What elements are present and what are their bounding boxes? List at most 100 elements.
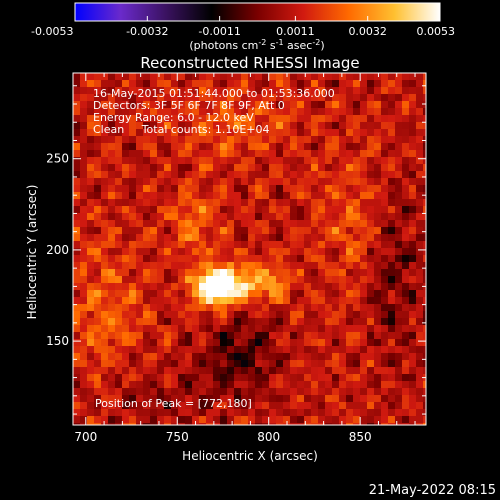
heatmap-cell: [409, 248, 416, 255]
heatmap-cell: [367, 367, 374, 374]
heatmap-cell: [255, 80, 262, 87]
heatmap-cell: [178, 227, 185, 234]
heatmap-cell: [346, 423, 353, 425]
heatmap-cell: [262, 136, 269, 143]
heatmap-cell: [227, 101, 234, 108]
heatmap-cell: [262, 178, 269, 185]
heatmap-cell: [185, 171, 192, 178]
heatmap-cell: [304, 150, 311, 157]
heatmap-cell: [381, 318, 388, 325]
heatmap-cell: [206, 346, 213, 353]
heatmap-cell: [395, 87, 402, 94]
heatmap-cell: [416, 346, 423, 353]
heatmap-cell: [234, 402, 241, 409]
heatmap-cell: [199, 332, 206, 339]
heatmap-cell: [157, 262, 164, 269]
heatmap-cell: [416, 199, 423, 206]
heatmap-cell: [157, 199, 164, 206]
heatmap-cell: [353, 115, 360, 122]
heatmap-cell: [402, 374, 409, 381]
heatmap-cell: [283, 395, 290, 402]
heatmap-cell: [178, 157, 185, 164]
heatmap-cell: [234, 129, 241, 136]
heatmap-cell: [227, 206, 234, 213]
heatmap-cell: [129, 80, 136, 87]
heatmap-cell: [220, 283, 227, 290]
heatmap-cell: [171, 269, 178, 276]
heatmap-cell: [171, 80, 178, 87]
heatmap-cell: [381, 73, 388, 80]
heatmap-cell: [220, 381, 227, 388]
heatmap-cell: [241, 248, 248, 255]
heatmap-cell: [395, 423, 402, 425]
heatmap-cell: [290, 115, 297, 122]
heatmap-cell: [213, 171, 220, 178]
heatmap-cell: [150, 234, 157, 241]
heatmap-cell: [416, 318, 423, 325]
heatmap-cell: [346, 241, 353, 248]
heatmap-cell: [101, 402, 108, 409]
heatmap-cell: [108, 234, 115, 241]
heatmap-cell: [101, 360, 108, 367]
heatmap-cell: [150, 283, 157, 290]
heatmap-cell: [360, 332, 367, 339]
heatmap-cell: [108, 283, 115, 290]
heatmap-cell: [164, 374, 171, 381]
heatmap-cell: [80, 157, 87, 164]
heatmap-cell: [164, 402, 171, 409]
heatmap-cell: [318, 318, 325, 325]
heatmap-cell: [185, 185, 192, 192]
heatmap-cell: [318, 304, 325, 311]
heatmap-cell: [402, 381, 409, 388]
heatmap-cell: [269, 318, 276, 325]
heatmap-cell: [136, 227, 143, 234]
heatmap-cell: [206, 255, 213, 262]
heatmap-cell: [276, 395, 283, 402]
heatmap-cell: [409, 346, 416, 353]
heatmap-cell: [73, 73, 80, 80]
heatmap-cell: [164, 122, 171, 129]
heatmap-cell: [108, 255, 115, 262]
heatmap-cell: [255, 171, 262, 178]
heatmap-cell: [255, 346, 262, 353]
heatmap-cell: [402, 122, 409, 129]
heatmap-cell: [374, 283, 381, 290]
heatmap-cell: [73, 318, 80, 325]
heatmap-cell: [332, 297, 339, 304]
heatmap-cell: [332, 220, 339, 227]
heatmap-cell: [353, 290, 360, 297]
heatmap-cell: [395, 171, 402, 178]
heatmap-cell: [115, 290, 122, 297]
heatmap-cell: [374, 178, 381, 185]
heatmap-cell: [73, 381, 80, 388]
heatmap-cell: [262, 185, 269, 192]
heatmap-cell: [94, 101, 101, 108]
heatmap-cell: [262, 248, 269, 255]
heatmap-cell: [248, 185, 255, 192]
heatmap-cell: [248, 248, 255, 255]
heatmap-cell: [423, 353, 426, 360]
heatmap-cell: [171, 276, 178, 283]
heatmap-cell: [332, 255, 339, 262]
heatmap-cell: [290, 304, 297, 311]
heatmap-cell: [388, 248, 395, 255]
heatmap-cell: [339, 220, 346, 227]
heatmap-cell: [395, 234, 402, 241]
heatmap-cell: [94, 87, 101, 94]
heatmap-cell: [178, 178, 185, 185]
heatmap-cell: [346, 381, 353, 388]
heatmap-cell: [80, 318, 87, 325]
heatmap-cell: [199, 283, 206, 290]
heatmap-cell: [297, 129, 304, 136]
heatmap-cell: [283, 381, 290, 388]
heatmap-cell: [325, 143, 332, 150]
heatmap-cell: [388, 311, 395, 318]
heatmap-cell: [346, 346, 353, 353]
heatmap-cell: [80, 143, 87, 150]
heatmap-cell: [192, 157, 199, 164]
heatmap-cell: [311, 206, 318, 213]
heatmap-cell: [367, 234, 374, 241]
heatmap-cell: [409, 367, 416, 374]
heatmap-cell: [409, 262, 416, 269]
heatmap-cell: [381, 388, 388, 395]
